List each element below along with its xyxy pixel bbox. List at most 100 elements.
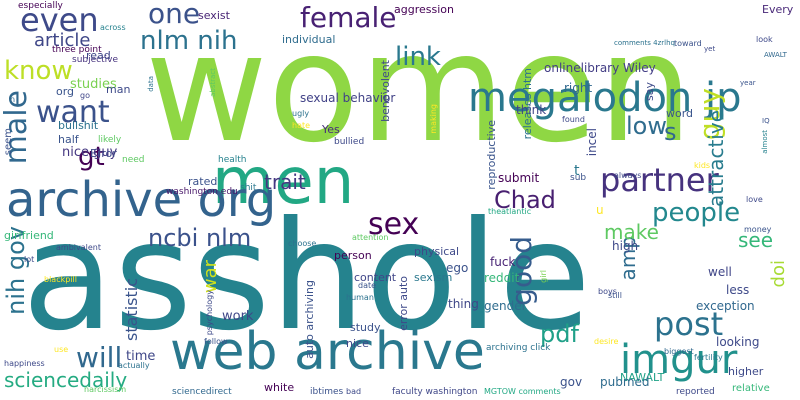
cloud-word: sub (570, 173, 587, 183)
cloud-word: high (612, 239, 639, 253)
cloud-word: incel (585, 128, 599, 157)
cloud-word: theatlantic (488, 207, 532, 216)
cloud-word: studies (70, 77, 117, 92)
cloud-word: found (562, 115, 585, 124)
cloud-word: submit (498, 171, 540, 185)
cloud-word: love (746, 195, 763, 204)
cloud-word: sciencedaily (4, 368, 128, 392)
cloud-word: people (652, 198, 741, 228)
cloud-word: AWALT (764, 51, 787, 59)
cloud-word: girl (539, 270, 548, 283)
cloud-word: gt (78, 142, 105, 172)
cloud-word: girlfriend (4, 229, 54, 242)
cloud-word: individual (282, 33, 336, 46)
cloud-word: onlinelibrary Wiley (544, 61, 656, 75)
cloud-word: n (10, 95, 16, 104)
cloud-word: t (574, 163, 580, 179)
cloud-word: need (122, 155, 145, 165)
cloud-word: error auto (397, 276, 410, 331)
cloud-word: say (643, 82, 656, 101)
cloud-word: boys (598, 287, 617, 296)
cloud-word: look (756, 35, 773, 44)
cloud-word: partner (600, 161, 719, 199)
cloud-word: follow (204, 337, 228, 346)
cloud-word: right (564, 81, 593, 95)
cloud-word: low (626, 112, 667, 140)
cloud-word: doi (768, 260, 789, 288)
cloud-word: half (58, 133, 79, 146)
cloud-word: year (740, 79, 756, 87)
cloud-word: aggression (394, 3, 454, 16)
cloud-word: bullshit (58, 119, 99, 132)
cloud-word: nice guy (62, 145, 118, 160)
cloud-word: reproductive (485, 120, 498, 190)
cloud-word: health (218, 155, 247, 165)
cloud-word: Every (762, 3, 794, 16)
cloud-word: Yes (322, 123, 340, 136)
cloud-word: sexual behavior (300, 91, 396, 105)
cloud-word: hate (292, 121, 311, 130)
cloud-word: make (604, 220, 659, 244)
cloud-word: know (4, 56, 73, 86)
cloud-word: IQ (762, 117, 770, 125)
cloud-word: study (350, 321, 381, 334)
cloud-word: narcissism (84, 385, 127, 394)
cloud-word: making (429, 104, 438, 134)
cloud-word: toward (674, 39, 702, 48)
cloud-word: data (147, 76, 155, 92)
cloud-word: will (76, 341, 123, 374)
cloud-word: sexist (198, 9, 230, 22)
cloud-word: post (654, 305, 724, 343)
cloud-word: gov (560, 375, 583, 389)
cloud-word: link (395, 42, 441, 72)
cloud-word: faculty washington (392, 387, 478, 397)
cloud-word: abstract (209, 68, 217, 97)
cloud-word: men (212, 145, 355, 219)
cloud-word: actually (118, 361, 150, 370)
cloud-word: money (744, 225, 772, 234)
cloud-word: rated (188, 175, 218, 188)
cloud-word: happiness (4, 359, 45, 368)
cloud-word: likely (98, 135, 122, 145)
cloud-word: auto archiving (303, 280, 316, 359)
cloud-word: psychology (205, 290, 214, 336)
cloud-word: well (708, 265, 732, 279)
cloud-word: attention (352, 233, 389, 242)
cloud-word: archiving click (486, 343, 551, 353)
cloud-word: subjective (72, 55, 118, 65)
cloud-word: seem (3, 128, 14, 156)
cloud-word: NAWALT (620, 371, 665, 384)
cloud-word: person (334, 249, 372, 262)
cloud-word: washington edu (166, 187, 238, 197)
cloud-word: relative (732, 383, 770, 394)
cloud-word: yet (704, 45, 716, 53)
cloud-word: bad (346, 387, 362, 396)
cloud-word: Chad (494, 186, 556, 214)
cloud-word: s (664, 118, 677, 146)
cloud-word: ego (446, 261, 469, 275)
cloud-word: one (148, 0, 201, 30)
cloud-word: especially (18, 1, 63, 11)
cloud-word: human (346, 293, 374, 302)
cloud-word: sciencedirect (172, 387, 232, 397)
cloud-word: content (354, 271, 397, 284)
cloud-word: ncbi nlm (148, 224, 252, 252)
cloud-word: choose (288, 239, 317, 248)
cloud-word: always (614, 171, 642, 180)
cloud-word: across (100, 23, 126, 32)
cloud-word: pdf (540, 320, 579, 348)
cloud-word: man (106, 83, 131, 96)
cloud-word: read (86, 49, 111, 62)
cloud-word: statistic (122, 278, 141, 341)
cloud-word: u (596, 203, 604, 217)
cloud-word: nlm nih (140, 26, 238, 56)
cloud-word: still (608, 291, 622, 300)
cloud-word: org (56, 85, 75, 98)
cloud-word: see (738, 228, 774, 252)
cloud-word: nice (346, 337, 369, 350)
cloud-word: fuck (490, 255, 516, 269)
cloud-word: web archive (170, 322, 485, 382)
cloud-word: attractive (704, 110, 728, 207)
cloud-word: MGTOW comments (484, 387, 561, 396)
